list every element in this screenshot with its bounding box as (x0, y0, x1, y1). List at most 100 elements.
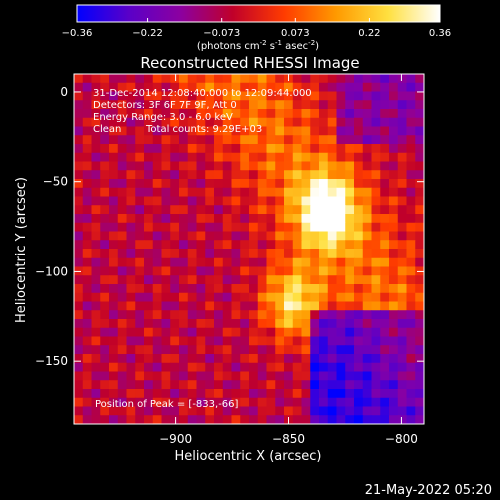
heatmap-cell (100, 126, 110, 136)
heatmap-cell (397, 266, 408, 276)
heatmap-cell (371, 91, 381, 101)
heatmap-cell (205, 82, 215, 93)
heatmap-cell (397, 74, 408, 84)
heatmap-cell (301, 336, 311, 346)
heatmap-cell (319, 82, 329, 93)
heatmap-cell (380, 179, 390, 189)
heatmap-cell (205, 310, 215, 320)
heatmap-cell (310, 135, 320, 145)
heatmap-cell (371, 117, 381, 128)
heatmap-cell (354, 415, 364, 424)
heatmap-cell (205, 117, 215, 128)
heatmap-cell (266, 144, 276, 154)
heatmap-cell (231, 74, 241, 84)
heatmap-cell (109, 100, 119, 110)
heatmap-cell (152, 117, 163, 128)
heatmap-cell (126, 275, 136, 285)
heatmap-cell (371, 179, 381, 189)
x-tick-label: −800 (385, 432, 418, 446)
heatmap-cell (406, 231, 416, 241)
heatmap-cell (109, 345, 119, 355)
heatmap-cell (415, 284, 424, 294)
heatmap-cell (345, 327, 355, 338)
heatmap-cell (389, 275, 399, 285)
heatmap-cell (196, 222, 206, 233)
heatmap-cell (327, 380, 338, 390)
heatmap-cell (100, 135, 110, 145)
heatmap-cell (161, 231, 171, 241)
heatmap-cell (284, 362, 294, 373)
heatmap-cell (415, 397, 424, 408)
heatmap-cell (327, 397, 338, 408)
heatmap-cell (397, 371, 408, 381)
heatmap-cell (117, 362, 128, 373)
heatmap-cell (144, 371, 154, 381)
heatmap-cell (275, 275, 285, 285)
heatmap-cell (109, 336, 119, 346)
heatmap-cell (135, 301, 145, 311)
heatmap-cell (161, 214, 171, 224)
heatmap-cell (109, 257, 119, 268)
heatmap-cell (240, 196, 250, 206)
heatmap-cell (362, 187, 373, 198)
heatmap-cell (161, 144, 171, 154)
heatmap-cell (397, 406, 408, 416)
heatmap-cell (205, 205, 215, 215)
heatmap-cell (135, 179, 145, 189)
heatmap-cell (161, 310, 171, 320)
heatmap-cell (74, 144, 84, 154)
heatmap-cell (301, 249, 311, 259)
heatmap-cell (100, 100, 110, 110)
heatmap-cell (327, 389, 338, 399)
heatmap-cell (240, 231, 250, 241)
heatmap-cell (222, 345, 233, 355)
heatmap-cell (345, 179, 355, 189)
heatmap-cell (380, 380, 390, 390)
heatmap-cell (240, 117, 250, 128)
heatmap-cell (406, 126, 416, 136)
heatmap-cell (266, 354, 276, 364)
heatmap-cell (249, 170, 259, 180)
heatmap-cell (319, 310, 329, 320)
heatmap-cell (284, 292, 294, 303)
heatmap-cell (275, 292, 285, 303)
heatmap-cell (319, 91, 329, 101)
heatmap-cell (144, 275, 154, 285)
heatmap-cell (187, 380, 198, 390)
heatmap-cell (284, 152, 294, 163)
heatmap-cell (415, 249, 424, 259)
heatmap-cell (222, 231, 233, 241)
heatmap-cell (415, 336, 424, 346)
heatmap-cell (170, 187, 180, 198)
heatmap-cell (397, 205, 408, 215)
heatmap-cell (117, 257, 128, 268)
heatmap-cell (144, 100, 154, 110)
heatmap-cell (205, 362, 215, 373)
heatmap-cell (327, 336, 338, 346)
heatmap-cell (126, 74, 136, 84)
colorbar-tick-label: 0.36 (429, 28, 451, 39)
heatmap-cell (231, 117, 241, 128)
heatmap-cell (161, 345, 171, 355)
heatmap-cell (179, 284, 189, 294)
heatmap-cell (91, 109, 101, 119)
heatmap-cell (266, 406, 276, 416)
heatmap-cell (179, 152, 189, 163)
heatmap-cell (284, 284, 294, 294)
heatmap-cell (336, 144, 346, 154)
heatmap-cell (389, 249, 399, 259)
heatmap-cell (371, 214, 381, 224)
heatmap-cell (257, 336, 268, 346)
heatmap-cell (371, 257, 381, 268)
heatmap-cell (82, 82, 93, 93)
heatmap-cell (257, 397, 268, 408)
heatmap-cell (266, 310, 276, 320)
heatmap-cell (222, 249, 233, 259)
heatmap-cell (179, 222, 189, 233)
heatmap-cell (249, 222, 259, 233)
y-tick-label: −50 (43, 175, 68, 189)
heatmap-cell (389, 336, 399, 346)
heatmap-cell (205, 301, 215, 311)
heatmap-cell (319, 380, 329, 390)
heatmap-cell (82, 205, 93, 215)
